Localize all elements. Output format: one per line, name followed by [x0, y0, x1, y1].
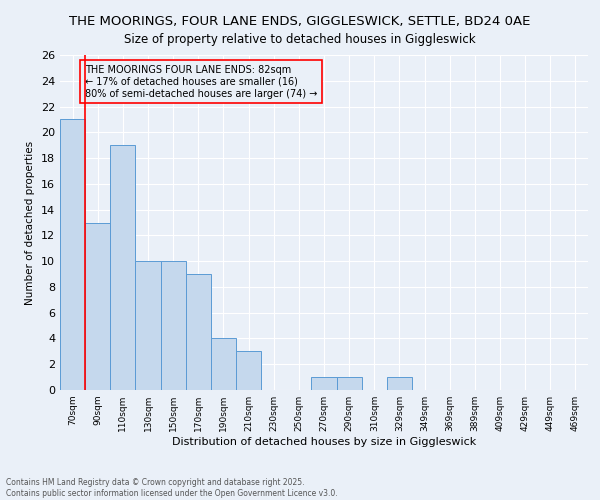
Bar — [136, 261, 161, 390]
Bar — [387, 377, 412, 390]
Bar — [60, 120, 85, 390]
Bar — [110, 145, 136, 390]
Bar — [311, 377, 337, 390]
Bar — [186, 274, 211, 390]
Text: Contains HM Land Registry data © Crown copyright and database right 2025.
Contai: Contains HM Land Registry data © Crown c… — [6, 478, 338, 498]
X-axis label: Distribution of detached houses by size in Giggleswick: Distribution of detached houses by size … — [172, 437, 476, 447]
Text: Size of property relative to detached houses in Giggleswick: Size of property relative to detached ho… — [124, 32, 476, 46]
Y-axis label: Number of detached properties: Number of detached properties — [25, 140, 35, 304]
Bar — [85, 222, 110, 390]
Text: THE MOORINGS, FOUR LANE ENDS, GIGGLESWICK, SETTLE, BD24 0AE: THE MOORINGS, FOUR LANE ENDS, GIGGLESWIC… — [70, 15, 530, 28]
Bar — [236, 352, 261, 390]
Text: THE MOORINGS FOUR LANE ENDS: 82sqm
← 17% of detached houses are smaller (16)
80%: THE MOORINGS FOUR LANE ENDS: 82sqm ← 17%… — [85, 66, 317, 98]
Bar — [211, 338, 236, 390]
Bar — [337, 377, 362, 390]
Bar — [161, 261, 186, 390]
